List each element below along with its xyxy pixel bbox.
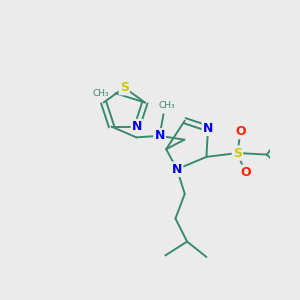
- Text: N: N: [154, 129, 165, 142]
- Text: N: N: [203, 122, 213, 135]
- Text: N: N: [132, 120, 142, 133]
- Text: CH₃: CH₃: [93, 89, 109, 98]
- Text: S: S: [233, 146, 242, 160]
- Text: O: O: [235, 125, 246, 138]
- Text: CH₃: CH₃: [158, 101, 175, 110]
- Text: N: N: [172, 163, 182, 176]
- Text: O: O: [240, 166, 250, 179]
- Text: S: S: [120, 81, 129, 94]
